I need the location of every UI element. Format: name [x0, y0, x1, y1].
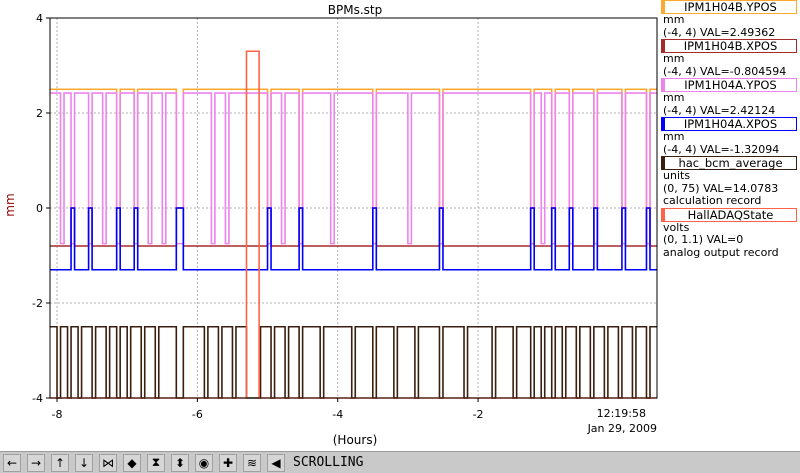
legend-detail-line: (0, 75) VAL=14.0783	[663, 181, 779, 195]
y-tick-label: 2	[36, 107, 43, 120]
x-axis-label: (Hours)	[333, 433, 378, 447]
x-tick-label: -4	[332, 408, 343, 421]
series-line-IPM1H04A.XPOS	[50, 207, 657, 271]
legend-detail-line: analog output record	[663, 245, 779, 259]
y-tick-label: 0	[36, 202, 43, 215]
legend-series-name: IPM1H04B.XPOS	[661, 39, 797, 53]
legend-detail-line: calculation record	[663, 194, 762, 207]
legend-detail-line: volts	[663, 220, 690, 234]
legend-entry[interactable]: IPM1H04A.YPOS mm (-4, 4) VAL=2.42124	[661, 78, 800, 117]
legend-entry[interactable]: hac_bcm_average units (0, 75) VAL=14.0783 c…	[661, 156, 800, 208]
legend-entry[interactable]: IPM1H04B.YPOS mm (-4, 4) VAL=2.49362	[661, 0, 800, 39]
x-tick-label: -2	[473, 408, 484, 421]
x-tick-label: -6	[192, 408, 203, 421]
legend-detail-line: (-4, 4) VAL=-0.804594	[663, 64, 787, 78]
legend-series-name: IPM1H04A.YPOS	[661, 78, 797, 92]
legend-series-name: HallADAQState	[661, 207, 797, 222]
legend-detail-line: mm	[663, 52, 685, 65]
arrow-right-icon[interactable]: →	[27, 453, 45, 472]
y-axis-label: mm	[3, 193, 17, 216]
back-icon[interactable]: ◀	[267, 453, 285, 472]
legend-detail-line: (-4, 4) VAL=2.49362	[663, 25, 776, 39]
timestamp-label: 12:19:58	[597, 407, 646, 420]
legend-detail-line: (-4, 4) VAL=2.42124	[663, 103, 776, 117]
series-line-hac_bcm_average	[50, 325, 657, 399]
arrow-down-icon[interactable]: ↓	[75, 453, 93, 472]
chart-title: BPMs.stp	[328, 3, 382, 17]
zoom-out-y-icon[interactable]: ⬍	[171, 453, 189, 472]
legend-detail-line: mm	[663, 91, 685, 104]
legend-detail-line: (0, 1.1) VAL=0	[663, 233, 744, 246]
legend-entry[interactable]: IPM1H04B.XPOS mm (-4, 4) VAL=-0.804594	[661, 39, 800, 78]
zoom-in-y-icon[interactable]: ⧗	[147, 453, 165, 472]
legend-entry[interactable]: IPM1H04A.XPOS mm (-4, 4) VAL=-1.32094	[661, 117, 800, 156]
crosshair-icon[interactable]: ✚	[219, 453, 237, 472]
y-tick-label: -2	[32, 297, 43, 310]
zoom-in-x-icon[interactable]: ⋈	[99, 453, 117, 472]
y-tick-label: 4	[36, 12, 43, 25]
legend-detail-line: mm	[663, 130, 685, 143]
legend-series-name: IPM1H04B.YPOS	[661, 0, 797, 14]
y-tick-label: -4	[32, 392, 43, 405]
axis-layer: 4 2 0 -2 -4 -8 -6 -4 -2	[32, 12, 658, 421]
x-tick-label: -8	[52, 408, 63, 421]
arrow-up-icon[interactable]: ↑	[51, 453, 69, 472]
config-icon[interactable]: ≋	[243, 453, 261, 472]
legend-entry[interactable]: HallADAQState volts (0, 1.1) VAL=0 analog o…	[661, 207, 800, 260]
legend: IPM1H04B.YPOS mm (-4, 4) VAL=2.49362 IPM1H0…	[661, 0, 800, 259]
legend-series-name: hac_bcm_average	[661, 156, 797, 170]
zoom-out-x-icon[interactable]: ◆	[123, 453, 141, 472]
scrolling-status: SCROLLING	[293, 455, 364, 470]
toolbar: ← → ↑ ↓ ⋈ ◆ ⧗ ⬍ ◉ ✚ ≋ ◀ SCROLLING	[0, 451, 800, 473]
stop-icon[interactable]: ◉	[195, 453, 213, 472]
plot-area: BPMs.stp mm (Hours) 12:19:58 Jan 29, 200…	[3, 3, 658, 447]
legend-series-name: IPM1H04A.XPOS	[661, 117, 797, 131]
legend-detail-line: mm	[663, 13, 685, 26]
legend-detail-line: units	[663, 169, 691, 182]
date-label: Jan 29, 2009	[587, 422, 657, 435]
legend-detail-line: (-4, 4) VAL=-1.32094	[663, 142, 780, 156]
arrow-left-icon[interactable]: ←	[3, 453, 21, 472]
series-line-IPM1H04A.YPOS	[50, 92, 657, 245]
